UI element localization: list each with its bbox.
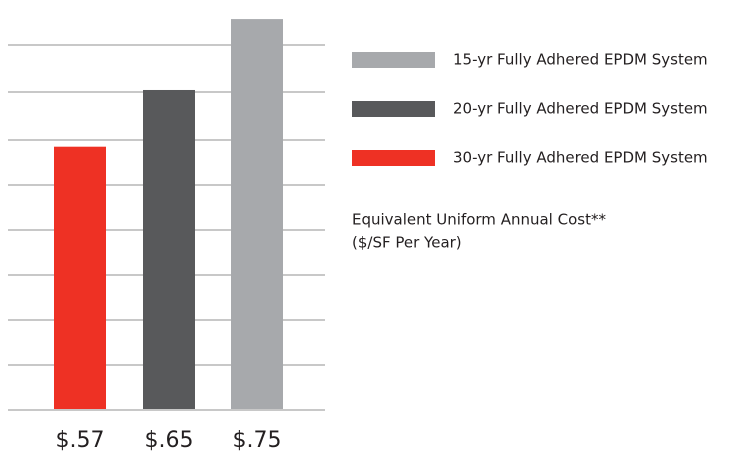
bar	[143, 89, 195, 409]
value-label: $.65	[145, 428, 194, 453]
bar	[54, 146, 106, 410]
annotation: ($/SF Per Year)	[352, 234, 462, 252]
value-label: $.57	[56, 428, 105, 453]
annotation: Equivalent Uniform Annual Cost**	[352, 211, 606, 229]
legend-label: 30-yr Fully Adhered EPDM System	[453, 149, 708, 167]
legend-label: 20-yr Fully Adhered EPDM System	[453, 100, 708, 118]
bar	[231, 19, 283, 409]
value-label: $.75	[233, 428, 282, 453]
legend-swatch	[352, 52, 435, 68]
legend-swatch	[352, 101, 435, 117]
legend-swatch	[352, 150, 435, 166]
legend-label: 15-yr Fully Adhered EPDM System	[453, 51, 708, 69]
